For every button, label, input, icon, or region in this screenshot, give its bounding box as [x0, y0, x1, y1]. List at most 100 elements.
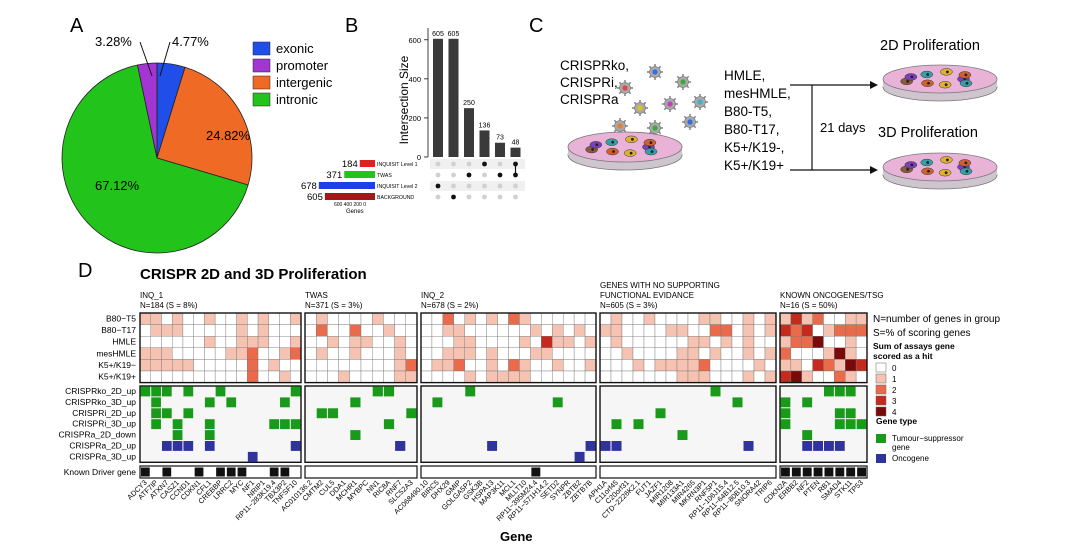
group-subtitle: N=184 (S = 8%)	[140, 301, 198, 310]
set-name: INQUISIT Level 1	[377, 162, 418, 168]
heat-cell	[431, 370, 444, 383]
virus-core	[680, 79, 686, 85]
screen-row-label: CRISPRko_2D_up	[65, 386, 136, 396]
upset-y-ticks: 0 200 400 600	[408, 36, 428, 162]
heat-cell	[845, 324, 857, 337]
heat-cell	[508, 324, 520, 337]
heat-cell	[236, 347, 248, 360]
heat-cell	[247, 359, 259, 372]
group-title: INQ_1	[140, 291, 164, 300]
heat-cell	[764, 312, 777, 325]
virus-core	[637, 105, 643, 111]
heat-cell	[372, 347, 384, 360]
heat-cell	[268, 312, 280, 325]
heat-cell	[552, 359, 564, 372]
upset-tick-label: 200	[408, 114, 421, 123]
heat-cell	[171, 370, 184, 383]
heat-cell	[753, 336, 766, 349]
heat-cell	[204, 312, 216, 325]
heat-cell	[823, 347, 835, 360]
heat-block-border	[304, 312, 418, 384]
note-n: N=number of genes in group	[873, 314, 1000, 325]
culture-dish-nucleus	[591, 148, 595, 151]
driver-gene-mark	[162, 467, 172, 477]
heat-cell	[621, 312, 634, 325]
heat-cell	[360, 324, 373, 337]
heat-cell	[453, 347, 465, 360]
matrix-dot	[497, 194, 503, 200]
heat-cell	[801, 370, 813, 383]
tumour-suppressor-hit	[204, 419, 215, 430]
heat-cell	[573, 347, 586, 360]
heat-cell	[812, 336, 824, 349]
tumour-suppressor-hit	[655, 408, 666, 419]
tumour-suppressor-hit	[856, 419, 867, 430]
heat-cell	[764, 336, 777, 349]
heat-cell	[541, 324, 553, 337]
heat-cell	[643, 359, 656, 372]
heat-block-border	[599, 312, 777, 384]
tumour-suppressor-hit	[834, 386, 845, 397]
heat-cell	[214, 347, 227, 360]
upset-tick-label: 0	[417, 153, 421, 162]
upset-tick-label: 600	[408, 36, 421, 45]
matrix-dot	[513, 183, 518, 189]
heat-cell	[383, 370, 395, 383]
heat-cell	[584, 347, 597, 360]
matrix-dot	[513, 194, 518, 200]
matrix-dot	[451, 172, 456, 178]
panel-d-letter: D	[78, 260, 92, 282]
heat-cell	[453, 336, 465, 349]
heat-cell	[394, 324, 407, 337]
driver-block	[304, 465, 418, 479]
oncogene-hit	[802, 441, 813, 451]
cell-line-label: B80-T17,	[724, 122, 780, 137]
heat-cell	[562, 347, 575, 360]
heat-cell	[139, 370, 151, 383]
heat-cell	[508, 336, 520, 349]
heat-cell	[610, 336, 623, 349]
gene-type-label-tsg-2: gene	[892, 443, 910, 452]
heat-cell	[764, 370, 777, 383]
heat-cell	[720, 312, 733, 325]
heat-cell	[372, 370, 384, 383]
heat-cell	[431, 312, 444, 325]
driver-gene-mark	[269, 467, 279, 477]
arrow-3d-head	[870, 166, 878, 174]
heat-cell	[584, 312, 597, 325]
virus-particle	[632, 100, 648, 116]
heat-cell	[420, 324, 433, 337]
heat-cell	[541, 359, 553, 372]
dish-2d-nucleus	[964, 73, 968, 77]
heat-cell	[643, 370, 656, 383]
heat-cell	[204, 370, 216, 383]
heat-cell	[247, 336, 259, 349]
heat-cell	[497, 324, 509, 337]
heat-cell	[731, 312, 744, 325]
heat-cell	[573, 370, 586, 383]
panel-b-letter: B	[345, 15, 358, 37]
heat-cell	[372, 324, 384, 337]
heat-cell	[171, 347, 184, 360]
heat-cell	[383, 336, 395, 349]
virus-core	[652, 69, 658, 75]
upset-bar-label: 605	[448, 31, 460, 38]
oncogene-hit	[585, 441, 596, 451]
pie-label-intronic: 67.12%	[95, 178, 140, 193]
heat-cell	[665, 359, 678, 372]
heat-cell	[519, 324, 531, 337]
tumour-suppressor-hit	[226, 397, 237, 408]
heat-cell	[823, 370, 835, 383]
heat-cell	[304, 336, 317, 349]
heat-cell	[420, 359, 433, 372]
group-subtitle-2: N=605 (S = 3%)	[600, 301, 658, 310]
driver-gene-mark	[216, 467, 225, 477]
heat-cell	[316, 359, 328, 372]
pie-slice-intronic	[61, 64, 249, 254]
heat-cell	[742, 359, 755, 372]
heat-cell	[541, 336, 553, 349]
upset-matrix	[430, 159, 525, 200]
heat-cell	[420, 336, 433, 349]
oncogene-hit	[824, 441, 834, 451]
